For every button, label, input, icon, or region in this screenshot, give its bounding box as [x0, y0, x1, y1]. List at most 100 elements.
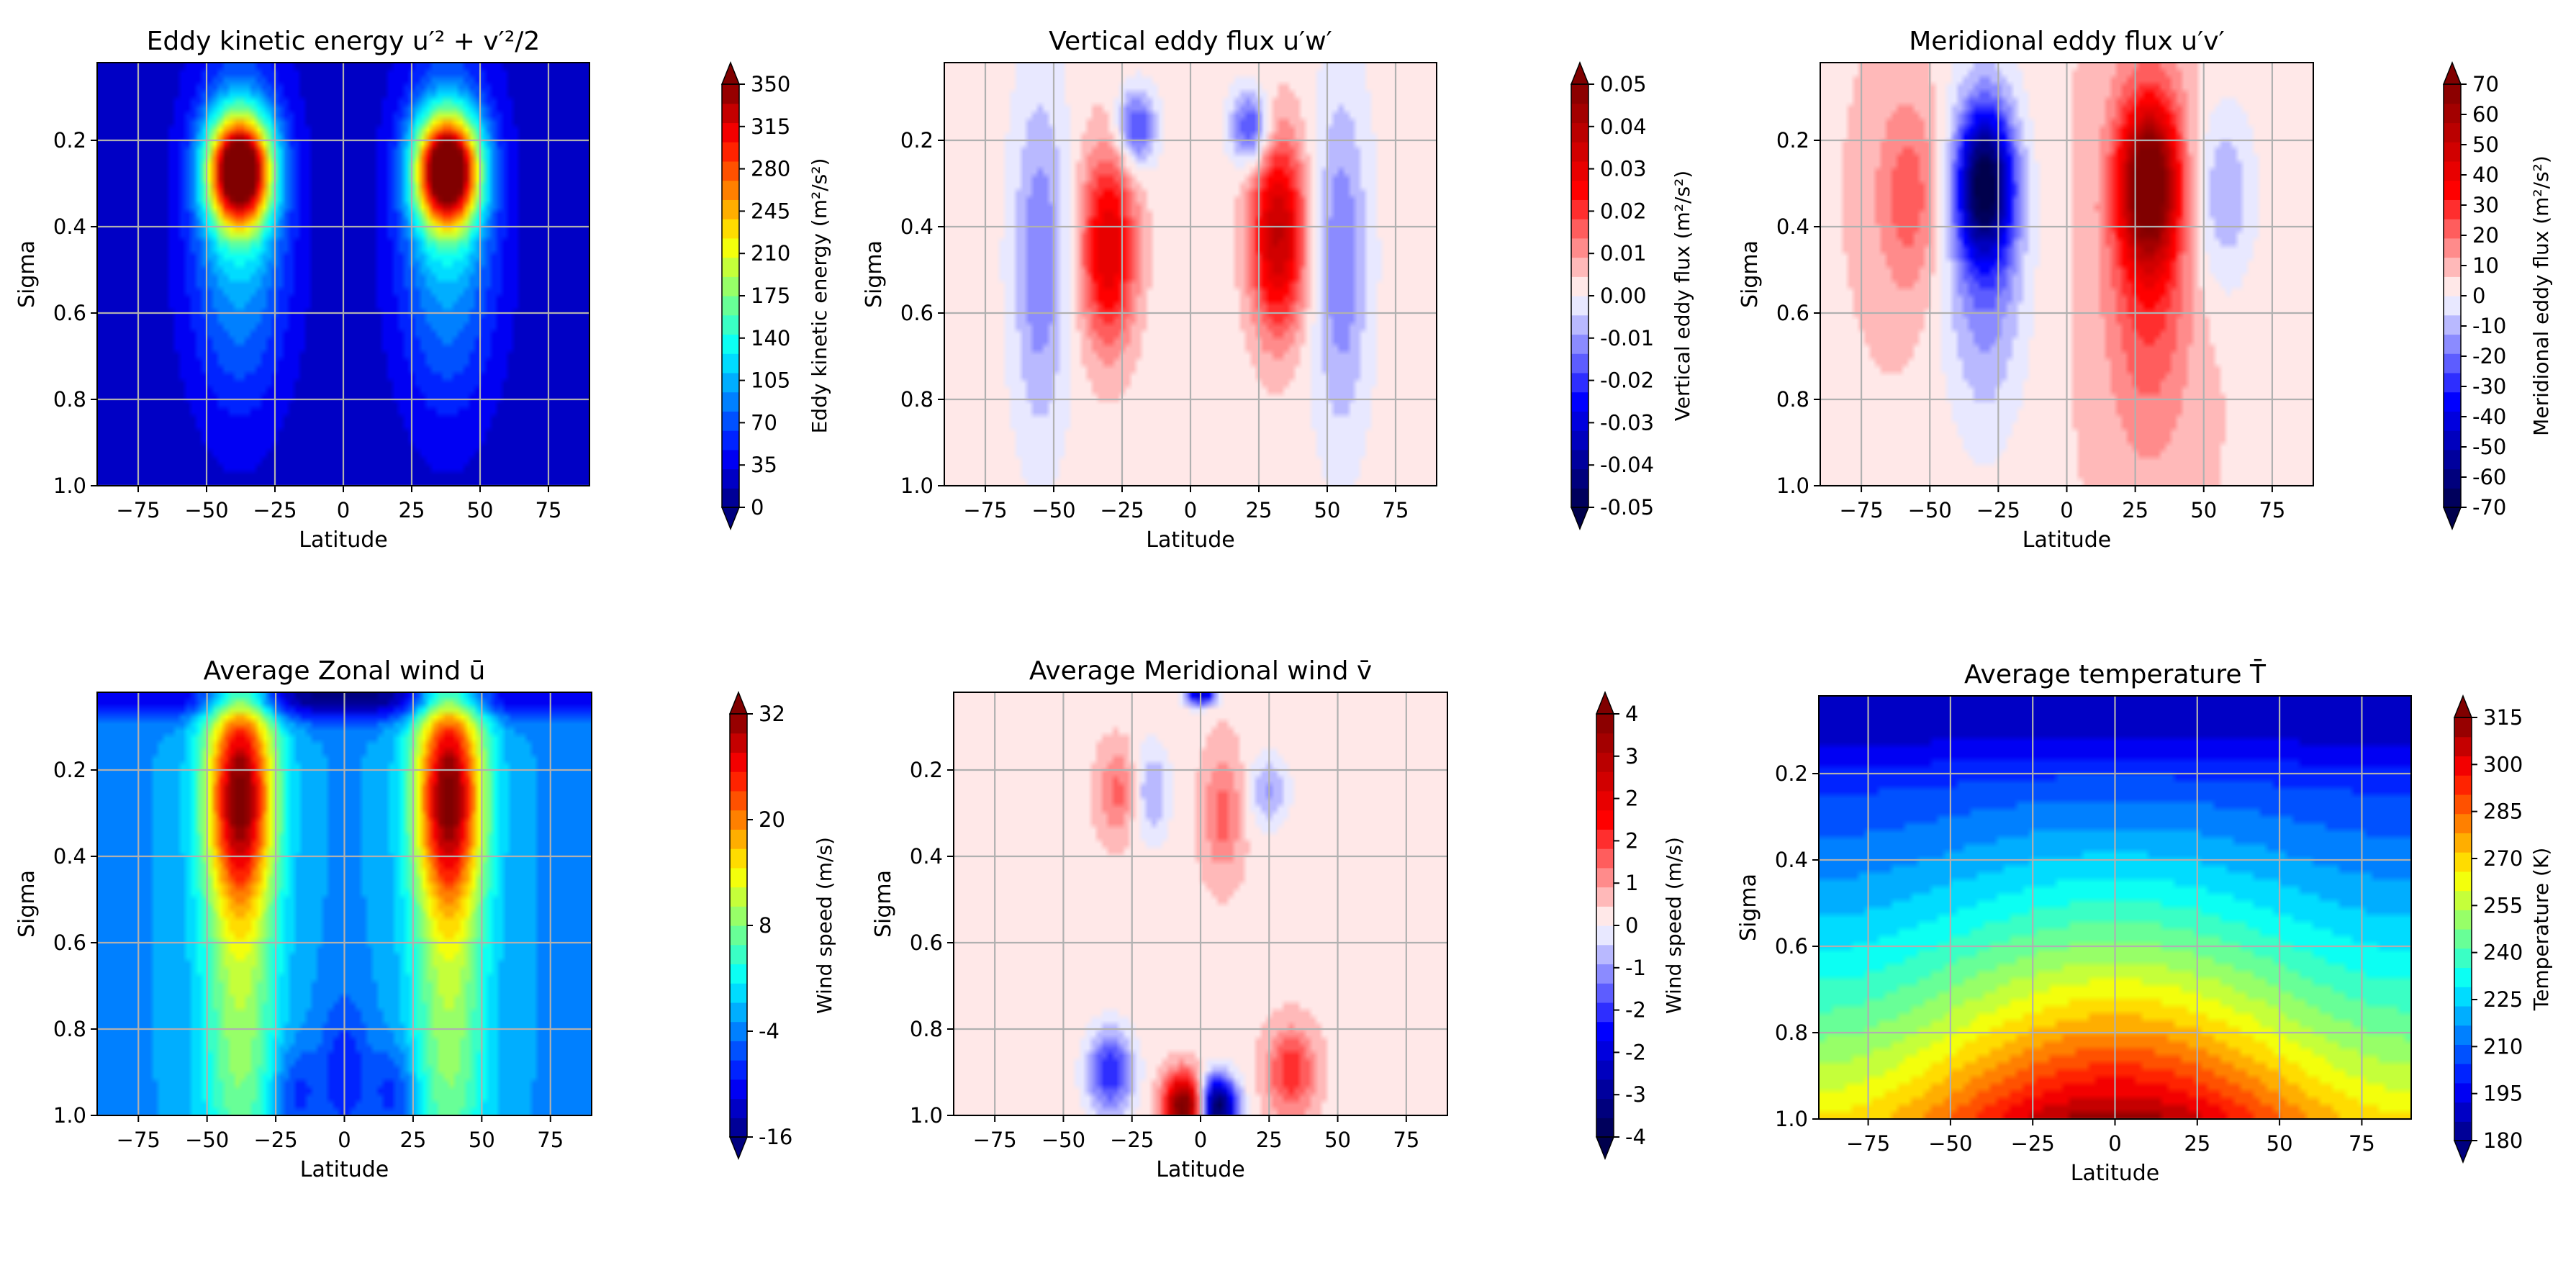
- colorbar-extend-max: [1595, 690, 1615, 715]
- colorbar-tick-label: 3: [1625, 744, 1638, 769]
- y-tick-label: 0.8: [1776, 387, 1809, 412]
- colorbar-swatch: [722, 103, 739, 124]
- panel-vm: −75 −50 −25 0 25 50 75 0.2 0.4 0.6 0.8 1.0 Average M…: [871, 656, 1686, 1182]
- y-tick-label: 1.0: [900, 474, 934, 498]
- x-axis-label: Latitude: [1146, 527, 1234, 553]
- colorbar-swatch: [2454, 948, 2472, 969]
- colorbar-swatch: [2444, 411, 2461, 431]
- colorbar-swatch: [1596, 1118, 1614, 1138]
- colorbar-swatch: [2444, 103, 2461, 124]
- x-tick-label: −50: [1031, 498, 1075, 522]
- colorbar-extend-min: [2453, 1140, 2473, 1164]
- colorbar-tick-label: 195: [2483, 1082, 2523, 1106]
- x-tick-label: −50: [1908, 498, 1952, 522]
- x-tick-label: 50: [1324, 1128, 1351, 1152]
- colorbar-swatch: [722, 219, 739, 239]
- colorbar-swatch: [1596, 790, 1614, 811]
- colorbar-swatch: [2444, 372, 2461, 393]
- colorbar-swatch: [2454, 1102, 2472, 1122]
- y-axis-label: Sigma: [1736, 874, 1761, 941]
- x-axis-label: Latitude: [300, 1157, 389, 1182]
- colorbar-tick-label: 70: [751, 410, 777, 435]
- x-tick-label: −75: [1839, 498, 1883, 522]
- colorbar-tick-label: 50: [2472, 132, 2499, 157]
- colorbar-tick-label: 255: [2483, 893, 2523, 918]
- colorbar-swatch: [1596, 1041, 1614, 1061]
- colorbar-swatch: [2454, 890, 2472, 910]
- colorbar-swatch: [730, 925, 747, 946]
- colorbar-swatch: [722, 237, 739, 258]
- colorbar-swatch: [722, 468, 739, 489]
- colorbar-extend-max: [1570, 60, 1590, 85]
- x-tick-label: −25: [1100, 498, 1144, 522]
- y-tick-label: 0.6: [1775, 934, 1808, 959]
- colorbar-swatch: [2454, 775, 2472, 795]
- colorbar-tick-label: 210: [2483, 1034, 2523, 1059]
- colorbar-swatch: [1571, 391, 1588, 412]
- y-tick-label: 1.0: [910, 1103, 943, 1128]
- y-tick-label: 0.6: [53, 930, 86, 955]
- colorbar-swatch: [1571, 103, 1588, 124]
- x-tick-label: −50: [184, 498, 228, 522]
- colorbar-swatch: [722, 430, 739, 450]
- plot-title: Eddy kinetic energy u′² + v′²/2: [147, 27, 541, 56]
- colorbar-tick-label: -0.02: [1600, 368, 1654, 393]
- colorbar-swatch: [1571, 314, 1588, 335]
- colorbar-swatch: [1596, 944, 1614, 965]
- colorbar-tick-label: 105: [751, 368, 790, 393]
- colorbar-tick-label: 1: [1625, 871, 1638, 895]
- colorbar-swatch: [2454, 987, 2472, 1007]
- panel-uv: −75 −50 −25 0 25 50 75 0.2 0.4 0.6 0.8 1.0 Meridiona…: [1737, 27, 2553, 553]
- colorbar-swatch: [730, 1002, 747, 1023]
- y-tick-label: 1.0: [53, 474, 86, 498]
- x-tick-label: −25: [253, 498, 297, 522]
- colorbar-swatch: [1571, 199, 1588, 219]
- colorbar-tick-label: 0.01: [1600, 241, 1647, 266]
- x-tick-label: −25: [1110, 1128, 1154, 1152]
- colorbar-tick-label: -3: [1625, 1082, 1646, 1107]
- colorbar-swatch: [722, 257, 739, 277]
- x-tick-label: 0: [2108, 1131, 2121, 1156]
- plot-title: Average Meridional wind v̄: [1029, 656, 1372, 686]
- x-axis-label: Latitude: [1156, 1157, 1244, 1182]
- colorbar-swatch: [730, 752, 747, 772]
- x-tick-label: −75: [117, 1128, 161, 1152]
- plot-frame: [96, 692, 592, 1116]
- colorbar-swatch: [730, 1118, 747, 1138]
- colorbar-swatch: [730, 1021, 747, 1041]
- colorbar-tick-label: 4: [1625, 702, 1638, 726]
- colorbar-extend-min: [720, 507, 741, 531]
- colorbar-label: Temperature (K): [2529, 848, 2553, 1011]
- colorbar-swatch: [1571, 488, 1588, 508]
- y-axis-label: Sigma: [14, 240, 40, 308]
- colorbar-tick-label: 70: [2472, 72, 2499, 96]
- colorbar-swatch: [722, 276, 739, 296]
- colorbar-swatch: [730, 964, 747, 984]
- y-tick-label: 0.8: [53, 1017, 86, 1041]
- colorbar-swatch: [2444, 449, 2461, 470]
- colorbar-swatch: [1571, 468, 1588, 489]
- x-tick-label: 25: [1246, 498, 1273, 522]
- colorbar-tick-label: 140: [751, 326, 790, 350]
- colorbar-swatch: [730, 771, 747, 792]
- x-tick-label: 50: [469, 1128, 495, 1152]
- colorbar-tick-label: 10: [2472, 253, 2499, 278]
- colorbar-tick-label: 350: [751, 72, 790, 96]
- x-tick-label: 25: [1256, 1128, 1283, 1152]
- colorbar-swatch: [730, 810, 747, 830]
- colorbar-swatch: [722, 122, 739, 142]
- colorbar-tick-label: -20: [2472, 344, 2506, 368]
- y-tick-label: 0.6: [900, 301, 934, 325]
- colorbar-swatch: [1596, 1002, 1614, 1023]
- colorbar-tick-label: 225: [2483, 987, 2523, 1012]
- colorbar-swatch: [2454, 833, 2472, 853]
- colorbar-tick-label: -40: [2472, 404, 2506, 429]
- colorbar-tick-label: 2: [1625, 828, 1638, 853]
- colorbar-swatch: [1596, 867, 1614, 888]
- colorbar-tick-label: 0.03: [1600, 157, 1647, 181]
- colorbar-swatch: [2444, 391, 2461, 412]
- colorbar-uv: -70 -60 -50 -40 -30 -20 -10 0 10 20 30 40 50 60 70 Meri…: [2442, 60, 2553, 531]
- colorbar-swatch: [2444, 257, 2461, 277]
- colorbar-tick-label: 35: [751, 453, 777, 477]
